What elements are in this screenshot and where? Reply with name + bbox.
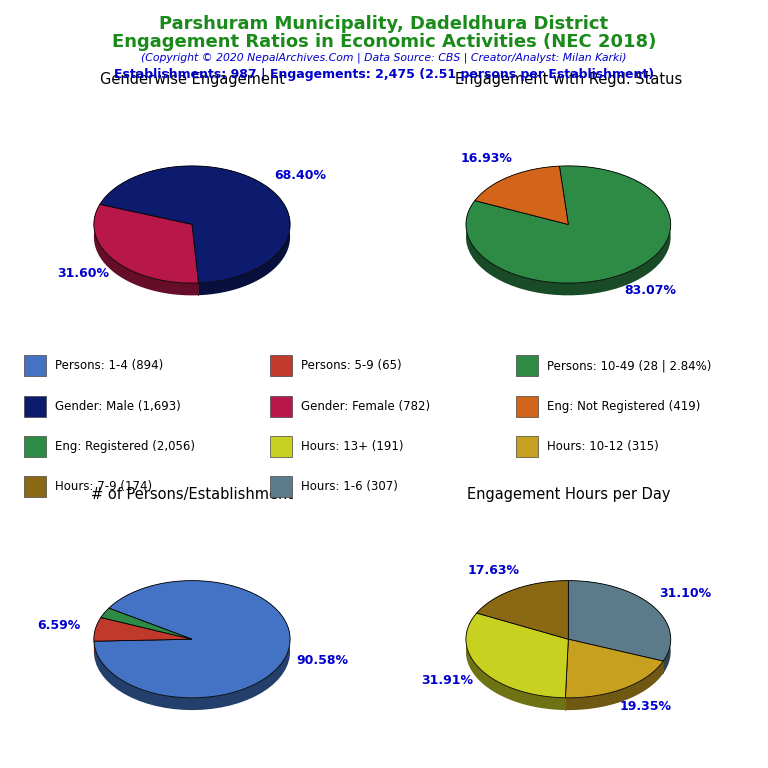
Polygon shape [94, 581, 290, 698]
Polygon shape [477, 581, 568, 625]
Polygon shape [101, 608, 192, 639]
Text: Eng: Registered (2,056): Eng: Registered (2,056) [55, 440, 195, 453]
Text: 6.59%: 6.59% [37, 619, 80, 632]
Polygon shape [475, 166, 568, 224]
Polygon shape [100, 166, 290, 283]
Text: 17.63%: 17.63% [468, 564, 520, 577]
Polygon shape [94, 617, 101, 654]
Polygon shape [568, 581, 670, 674]
Text: Gender: Female (782): Gender: Female (782) [301, 399, 430, 412]
Text: Hours: 13+ (191): Hours: 13+ (191) [301, 440, 403, 453]
Text: 68.40%: 68.40% [274, 170, 326, 183]
Polygon shape [466, 166, 670, 283]
FancyBboxPatch shape [270, 396, 292, 416]
Text: (Copyright © 2020 NepalArchives.Com | Data Source: CBS | Creator/Analyst: Milan : (Copyright © 2020 NepalArchives.Com | Da… [141, 53, 627, 64]
Title: Engagement with Regd. Status: Engagement with Regd. Status [455, 72, 682, 87]
Text: Parshuram Municipality, Dadeldhura District: Parshuram Municipality, Dadeldhura Distr… [160, 15, 608, 33]
FancyBboxPatch shape [25, 476, 46, 497]
FancyBboxPatch shape [516, 396, 538, 416]
FancyBboxPatch shape [25, 356, 46, 376]
FancyBboxPatch shape [270, 436, 292, 457]
Text: 19.35%: 19.35% [620, 700, 672, 713]
Text: Gender: Male (1,693): Gender: Male (1,693) [55, 399, 181, 412]
Text: Eng: Not Registered (419): Eng: Not Registered (419) [547, 399, 700, 412]
Polygon shape [94, 204, 198, 283]
Text: Hours: 10-12 (315): Hours: 10-12 (315) [547, 440, 658, 453]
Polygon shape [100, 166, 290, 295]
Polygon shape [94, 204, 198, 296]
Polygon shape [101, 608, 109, 630]
Text: 90.58%: 90.58% [296, 654, 349, 667]
Polygon shape [466, 613, 565, 710]
Polygon shape [466, 166, 670, 296]
Polygon shape [568, 581, 670, 661]
FancyBboxPatch shape [516, 356, 538, 376]
Text: 31.60%: 31.60% [58, 266, 110, 280]
Text: Hours: 1-6 (307): Hours: 1-6 (307) [301, 480, 398, 493]
Polygon shape [94, 581, 290, 710]
Text: 83.07%: 83.07% [624, 284, 677, 297]
Text: Persons: 5-9 (65): Persons: 5-9 (65) [301, 359, 402, 372]
Text: Engagement Ratios in Economic Activities (NEC 2018): Engagement Ratios in Economic Activities… [112, 33, 656, 51]
Polygon shape [565, 639, 664, 698]
Polygon shape [94, 617, 192, 641]
Text: Persons: 10-49 (28 | 2.84%): Persons: 10-49 (28 | 2.84%) [547, 359, 711, 372]
Text: Hours: 7-9 (174): Hours: 7-9 (174) [55, 480, 152, 493]
Polygon shape [475, 166, 559, 213]
Polygon shape [565, 661, 664, 710]
Polygon shape [477, 581, 568, 639]
FancyBboxPatch shape [25, 396, 46, 416]
FancyBboxPatch shape [270, 356, 292, 376]
FancyBboxPatch shape [516, 436, 538, 457]
FancyBboxPatch shape [270, 476, 292, 497]
Title: Genderwise Engagement: Genderwise Engagement [100, 72, 284, 87]
Polygon shape [466, 613, 568, 698]
Text: 31.91%: 31.91% [421, 674, 473, 687]
Title: # of Persons/Establishment: # of Persons/Establishment [91, 487, 293, 502]
Text: 16.93%: 16.93% [460, 152, 512, 165]
Text: Establishments: 987 | Engagements: 2,475 (2.51 persons per Establishment): Establishments: 987 | Engagements: 2,475… [114, 68, 654, 81]
Text: Persons: 1-4 (894): Persons: 1-4 (894) [55, 359, 164, 372]
FancyBboxPatch shape [25, 436, 46, 457]
Text: 31.10%: 31.10% [660, 588, 711, 601]
Title: Engagement Hours per Day: Engagement Hours per Day [467, 487, 670, 502]
